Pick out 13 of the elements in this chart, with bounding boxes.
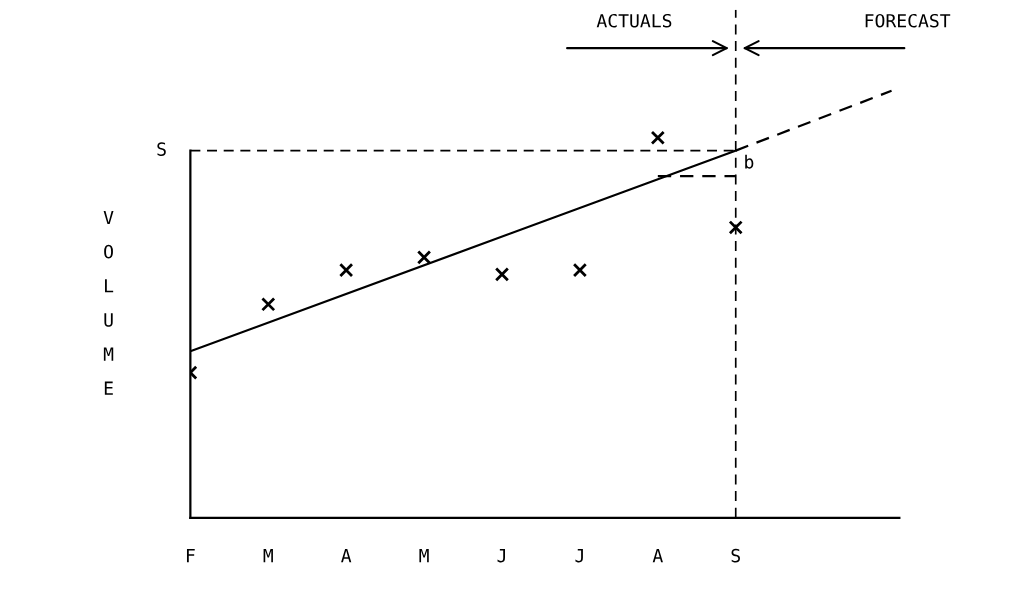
ref-line-label: S (157, 142, 166, 156)
annotation: b (745, 154, 754, 169)
text: ACTUALS (596, 13, 672, 28)
y-axis-title: VOLUME (103, 210, 114, 395)
x-tick-label: M (419, 548, 429, 563)
x-tick-label: A (341, 548, 352, 563)
x-tick-label: J (575, 548, 583, 563)
text: FORECAST (865, 13, 951, 28)
x-tick-label: F (186, 548, 195, 563)
x-tick-label: S (731, 548, 740, 563)
x-tick-label: A (652, 548, 663, 563)
x-tick-label: J (497, 548, 505, 563)
x-tick-label: M (263, 548, 273, 563)
